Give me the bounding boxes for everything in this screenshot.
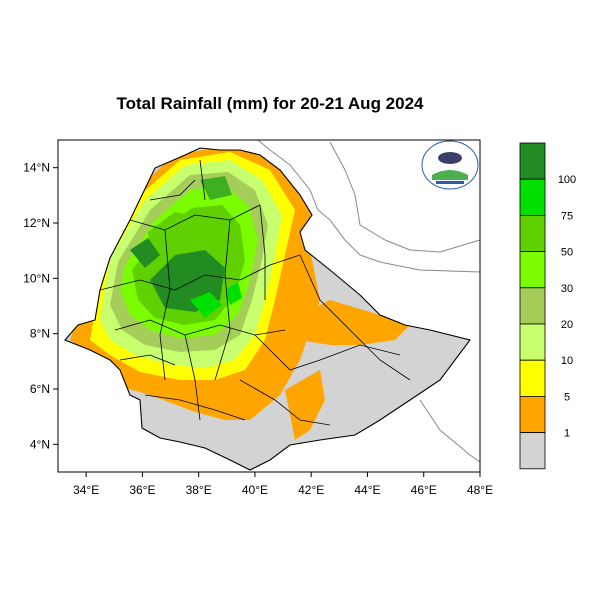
x-axis-ticks: 34°E 36°E 38°E 40°E 42°E 44°E 46°E 48°E xyxy=(73,472,493,497)
y-tick-label: 4°N xyxy=(30,437,50,451)
y-tick-label: 10°N xyxy=(23,271,50,285)
x-tick-label: 38°E xyxy=(186,483,212,497)
legend-swatch xyxy=(519,287,546,325)
somalia-border xyxy=(419,399,480,463)
legend-swatch xyxy=(519,214,546,252)
legend-swatch xyxy=(519,142,546,180)
y-axis-ticks: 14°N 12°N 10°N 8°N 6°N 4°N xyxy=(23,161,58,451)
map-title: Total Rainfall (mm) for 20-21 Aug 2024 xyxy=(116,94,424,113)
y-tick-label: 14°N xyxy=(23,161,50,175)
legend-label: 75 xyxy=(561,210,573,222)
legend-swatch xyxy=(519,395,546,433)
x-tick-label: 34°E xyxy=(73,483,99,497)
legend-swatch xyxy=(519,323,546,361)
x-tick-label: 36°E xyxy=(129,483,155,497)
x-tick-label: 44°E xyxy=(354,483,380,497)
rainfall-field xyxy=(65,148,470,470)
legend-label: 20 xyxy=(561,319,573,331)
arabian-coast xyxy=(329,141,480,253)
legend-label: 5 xyxy=(564,391,570,403)
x-tick-label: 46°E xyxy=(411,483,437,497)
legend-label: 10 xyxy=(561,355,573,367)
map-frame xyxy=(57,139,481,473)
legend-label: 50 xyxy=(561,247,573,259)
y-tick-label: 12°N xyxy=(23,216,50,230)
x-tick-label: 40°E xyxy=(242,483,268,497)
x-tick-label: 48°E xyxy=(467,483,493,497)
admin-boundaries xyxy=(99,159,411,426)
eritrea-coast xyxy=(257,140,480,273)
legend-swatch xyxy=(519,251,546,289)
y-tick-label: 6°N xyxy=(30,382,50,396)
agency-logo-icon xyxy=(421,140,479,190)
ethiopia-outline xyxy=(64,147,471,471)
legend-swatch xyxy=(519,178,546,216)
rainfall-legend: 100 75 50 30 20 10 5 1 xyxy=(519,142,576,470)
legend-label: 1 xyxy=(564,428,570,440)
legend-swatch xyxy=(519,432,546,470)
x-tick-label: 42°E xyxy=(298,483,324,497)
legend-swatch xyxy=(519,359,546,397)
y-tick-label: 8°N xyxy=(30,327,50,341)
legend-label: 100 xyxy=(558,174,576,186)
legend-label: 30 xyxy=(561,283,573,295)
